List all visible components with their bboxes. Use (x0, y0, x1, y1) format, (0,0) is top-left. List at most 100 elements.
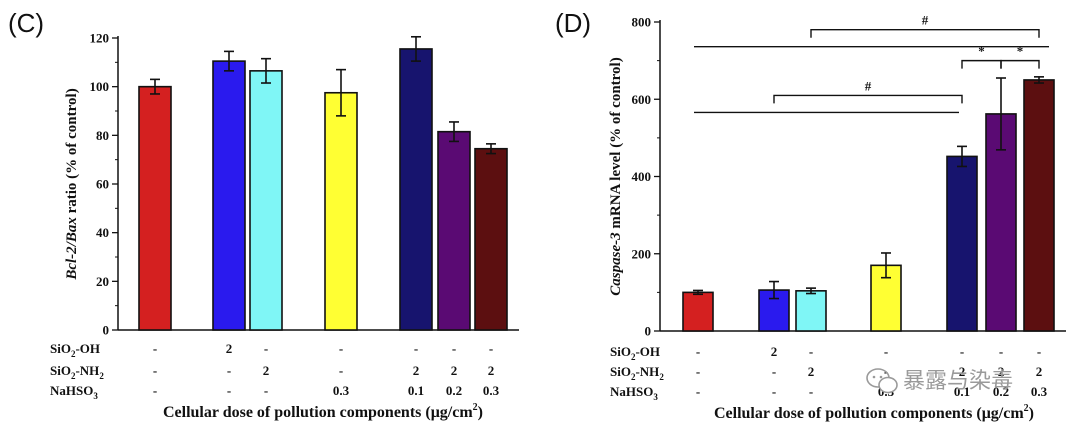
y-tick-label: 200 (632, 246, 652, 261)
bar (474, 147, 508, 331)
x-label-unit: μg/cm (982, 405, 1025, 422)
bar (682, 291, 714, 332)
table-cell: - (414, 341, 418, 356)
wechat-bubble-small (878, 376, 898, 394)
wechat-eye (872, 375, 876, 379)
x-label-end: ) (478, 404, 483, 421)
table-cell: 0.2 (993, 384, 1009, 399)
table-cell: - (999, 344, 1003, 359)
y-tick-label: 100 (90, 79, 110, 94)
table-cell: 2 (451, 363, 458, 378)
table-cell: - (884, 344, 888, 359)
label-main: SiO (610, 364, 631, 379)
table-cell: - (772, 364, 776, 379)
x-axis-label: Cellular dose of pollution components (μ… (163, 402, 483, 421)
y-tick-label: 800 (632, 15, 652, 30)
significance-bracket (810, 29, 1040, 38)
y-tick-label: 40 (96, 225, 109, 240)
table-cell: 0.3 (333, 383, 350, 398)
label-subscript: 2 (71, 371, 76, 381)
table-cell: - (696, 364, 700, 379)
y-tick-label: 600 (632, 92, 652, 107)
bar (324, 91, 358, 331)
table-cell: - (809, 384, 813, 399)
significance-symbol: * (1017, 44, 1024, 59)
x-label-main: Cellular dose of pollution components ( (163, 404, 431, 421)
x-axis-label: Cellular dose of pollution components (μ… (714, 403, 1034, 422)
y-axis-label: Bcl-2/Bax ratio (% of control) (64, 88, 80, 280)
panel-letter: (C) (8, 8, 44, 38)
y-axis-label-italic: Bcl-2/Bax (64, 213, 80, 280)
bar (795, 290, 827, 332)
table-cell: - (809, 344, 813, 359)
table-cell: 2 (263, 363, 270, 378)
significance-bracket (773, 94, 963, 104)
label-subscript-2: 2 (659, 372, 664, 382)
table-cell: 0.3 (1031, 384, 1048, 399)
y-axis-label: Caspase-3 mRNA level (% of control) (608, 57, 624, 295)
table-cell: - (339, 363, 343, 378)
y-axis-label-text: mRNA level (% of control) (608, 57, 624, 228)
label-suffix: -OH (75, 341, 100, 356)
table-cell: - (264, 383, 268, 398)
table-cell: 2 (1036, 364, 1043, 379)
label-subscript: 3 (93, 391, 98, 401)
wechat-eye (879, 375, 883, 379)
table-cell: 0.3 (483, 383, 500, 398)
bar (437, 130, 471, 331)
table-cell: 2 (413, 363, 420, 378)
table-cell: 2 (488, 363, 495, 378)
chart-panel-d: (D) 0 200 400 600 800 Caspase-3 mRNA level (% … (555, 8, 1066, 422)
table-cell: - (339, 341, 343, 356)
label-suffix: -NH (635, 364, 659, 379)
y-tick-label: 400 (632, 169, 652, 184)
significance-bracket (961, 59, 1002, 69)
label-subscript: 2 (71, 349, 76, 359)
table-cell: - (772, 384, 776, 399)
table-cell: 2 (771, 344, 778, 359)
table-cell: 2 (808, 364, 815, 379)
label-main: NaHSO (610, 384, 653, 399)
table-row-label: SiO2-NH2 (50, 363, 104, 381)
table-cell: 2 (226, 341, 233, 356)
label-subscript: 2 (631, 352, 636, 362)
panel-letter: (D) (555, 8, 591, 38)
table-cell: - (153, 341, 157, 356)
significance-symbol: # (865, 78, 872, 93)
label-main: SiO (50, 341, 71, 356)
bar (249, 70, 283, 331)
table-cell: - (153, 363, 157, 378)
y-axis-label-italic: Caspase-3 (608, 229, 624, 296)
y-tick-label: 0 (645, 324, 652, 339)
table-row-label: SiO2-OH (50, 341, 100, 359)
y-tick-label: 60 (96, 177, 109, 192)
table-cell: - (452, 341, 456, 356)
table-cell: 2 (959, 364, 966, 379)
wechat-icon (866, 368, 898, 394)
table-cell: 0.1 (954, 384, 970, 399)
label-main: NaHSO (50, 383, 93, 398)
y-axis-label-text: ratio (% of control) (64, 88, 80, 213)
table-cell: - (489, 341, 493, 356)
label-main: SiO (50, 363, 71, 378)
x-label-superscript: 2 (1024, 403, 1029, 414)
significance-bracket (1000, 59, 1040, 69)
label-subscript: 2 (631, 372, 636, 382)
x-label-unit: μg/cm (431, 404, 474, 421)
label-suffix: -NH (75, 363, 99, 378)
label-suffix: -OH (635, 344, 660, 359)
y-tick-label: 0 (103, 323, 110, 338)
watermark-text: 暴露与染毒 (903, 369, 1013, 394)
table-cell: - (227, 383, 231, 398)
table-cell: 2 (998, 364, 1005, 379)
bar (138, 85, 172, 331)
significance-symbol: * (978, 44, 985, 59)
table-row-label: SiO2-NH2 (610, 364, 664, 382)
table-row-label: SiO2-OH (610, 344, 660, 362)
table-cell: - (696, 384, 700, 399)
bar (946, 155, 978, 332)
x-label-superscript: 2 (473, 402, 478, 413)
table-cell: 0.2 (446, 383, 462, 398)
table-cell: - (960, 344, 964, 359)
bar (1023, 79, 1055, 332)
